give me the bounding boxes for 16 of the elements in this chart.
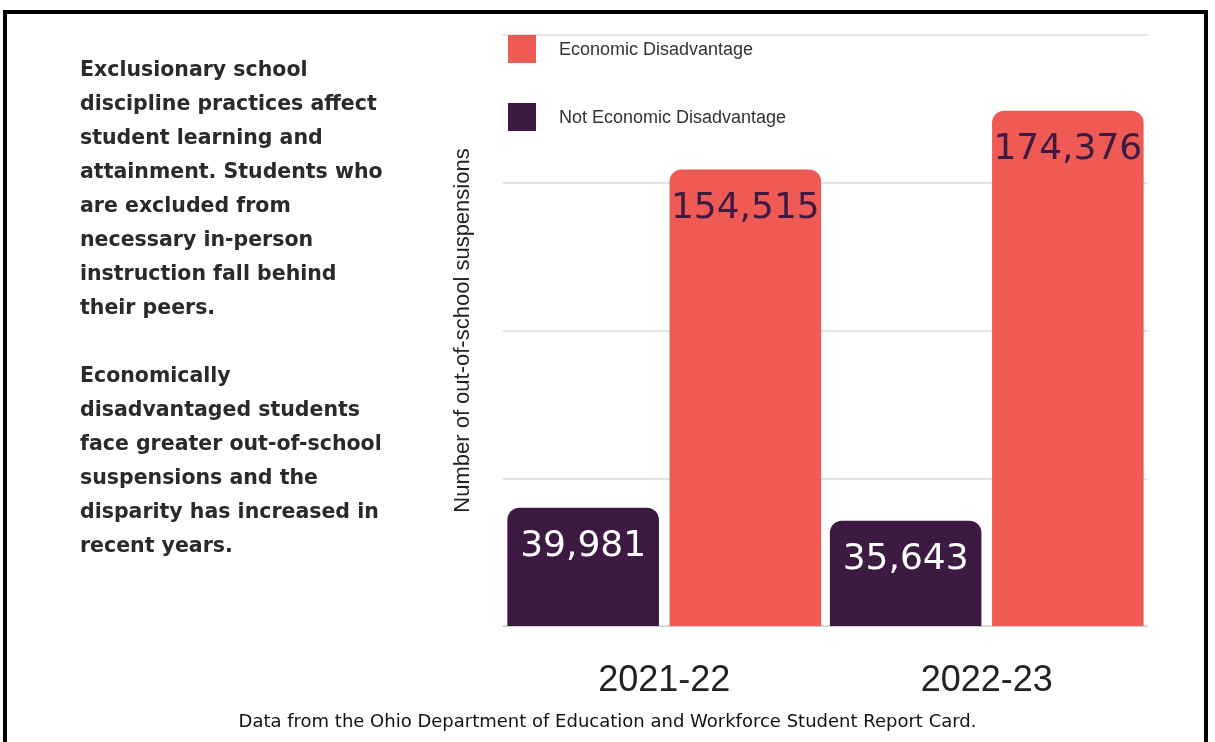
data-label: 154,515: [670, 184, 820, 226]
x-tick-label: 2021-22: [598, 657, 731, 699]
text: Economically disadvantaged students face greater out-of-school suspensions and the disparity has increased in recent years.: [80, 362, 383, 559]
text: Exclusionary school discipline practices affect student learning and attainment. Students who are excluded from necessary in-person instruction fall behind their peers.: [80, 56, 384, 321]
data-label: 174,376: [993, 126, 1143, 168]
bar: [992, 110, 1144, 626]
legend-label: Economic Disadvantage: [559, 39, 754, 59]
data-label: 39,981: [520, 523, 647, 565]
y-axis-title: Number of out-of-school suspensions: [448, 148, 474, 513]
data-label: 35,643: [842, 536, 969, 578]
bar: [507, 507, 659, 626]
bar: [829, 520, 982, 626]
x-tick-label: 2022-23: [920, 657, 1053, 699]
bar: [669, 169, 822, 626]
text: Data from the Ohio Department of Education and Workforce Student Report Card.: [237, 710, 978, 731]
legend-label: Not Economic Disadvantage: [559, 107, 787, 127]
